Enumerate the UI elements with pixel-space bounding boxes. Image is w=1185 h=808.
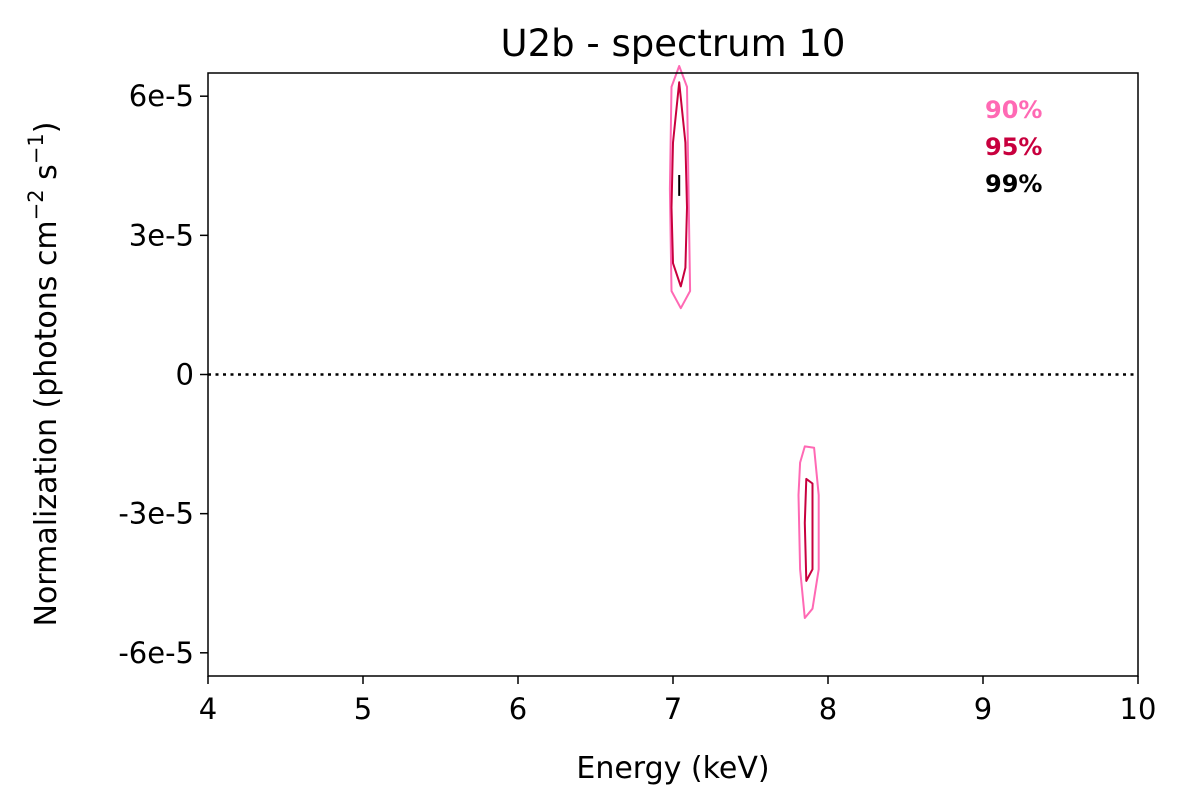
y-axis-label-end: ) xyxy=(29,122,64,134)
x-axis-label: Energy (keV) xyxy=(576,751,769,786)
x-tick-label: 4 xyxy=(199,692,217,726)
y-axis-label-exponent-2: −1 xyxy=(24,133,48,164)
x-axis: 4 5 6 7 8 9 10 xyxy=(199,676,1157,726)
y-tick-label: -3e-5 xyxy=(118,497,194,531)
legend-entry-99: 99% xyxy=(985,170,1042,198)
legend-entry-95: 95% xyxy=(985,133,1042,161)
chart-title: U2b - spectrum 10 xyxy=(501,22,846,65)
y-axis-label-main: Normalization (photons cm xyxy=(29,220,64,626)
x-tick-label: 8 xyxy=(819,692,837,726)
plot-area xyxy=(208,65,1138,619)
y-tick-label: 0 xyxy=(176,358,194,392)
contour-90-0 xyxy=(668,65,692,310)
y-tick-label: 3e-5 xyxy=(129,218,194,252)
y-axis-label: Normalization (photons cm−2 s−1) xyxy=(24,122,64,627)
contour-90-3 xyxy=(797,445,820,619)
contour-95-4 xyxy=(803,477,814,582)
legend-entry-90: 90% xyxy=(985,96,1042,124)
legend: 90% 95% 99% xyxy=(985,96,1042,198)
x-tick-label: 5 xyxy=(354,692,372,726)
x-tick-label: 6 xyxy=(509,692,527,726)
y-tick-label: -6e-5 xyxy=(118,636,194,670)
x-tick-label: 7 xyxy=(664,692,682,726)
x-tick-label: 10 xyxy=(1120,692,1157,726)
y-axis-label-mid: s xyxy=(29,164,64,189)
y-axis-label-exponent-1: −2 xyxy=(24,189,48,220)
contour-95-1 xyxy=(670,81,688,288)
y-tick-label: 6e-5 xyxy=(129,79,194,113)
x-tick-label: 9 xyxy=(974,692,992,726)
y-axis: 6e-5 3e-5 0 -3e-5 -6e-5 xyxy=(118,79,208,670)
